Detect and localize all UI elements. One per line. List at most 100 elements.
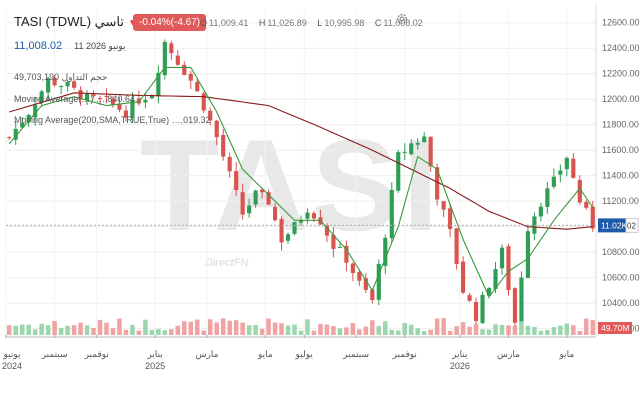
candle-body bbox=[292, 222, 297, 234]
volume-bar bbox=[130, 324, 135, 335]
candle-body bbox=[20, 122, 25, 128]
x-tick-year: 2025 bbox=[145, 361, 165, 371]
ma1-indicator-label[interactable]: Moving Average(…) …,840.64 bbox=[14, 94, 135, 104]
candle-body bbox=[350, 263, 355, 273]
x-tick-label: يناير bbox=[146, 349, 163, 360]
x-tick-label: نوفمبر bbox=[84, 349, 109, 360]
change-badge[interactable]: -0.04%(-4.67) bbox=[133, 14, 207, 31]
candle-body bbox=[221, 135, 226, 157]
volume-bar bbox=[182, 321, 187, 335]
x-tick-label: سبتمبر bbox=[342, 349, 369, 360]
volume-bar bbox=[175, 325, 181, 335]
volume-bar bbox=[551, 327, 557, 335]
candle-body bbox=[104, 95, 109, 97]
volume-bar bbox=[117, 318, 122, 335]
volume-bar bbox=[32, 329, 38, 335]
candle-body bbox=[545, 188, 550, 207]
candle-body bbox=[272, 206, 278, 221]
candle-body bbox=[247, 205, 252, 214]
volume-tag-bg bbox=[598, 322, 632, 334]
candle-body bbox=[454, 228, 459, 264]
volume-bar bbox=[395, 330, 401, 335]
gear-icon[interactable] bbox=[395, 12, 409, 26]
volume-bar bbox=[156, 329, 161, 335]
x-tick-label: مايو bbox=[558, 349, 574, 360]
volume-bar bbox=[110, 328, 116, 335]
volume-bar bbox=[564, 323, 570, 335]
volume-bar bbox=[149, 329, 155, 335]
volume-bar bbox=[370, 320, 375, 335]
volume-bar bbox=[467, 326, 472, 335]
volume-bar bbox=[532, 326, 537, 335]
candle-body bbox=[117, 103, 122, 110]
ticker-title[interactable]: TASI (TDWL) تاسي ▼ bbox=[14, 14, 138, 30]
candle-body bbox=[422, 136, 427, 143]
candle-body bbox=[253, 190, 258, 205]
candle-body bbox=[538, 206, 543, 217]
candle-body bbox=[227, 157, 232, 172]
candle-body bbox=[337, 247, 342, 249]
candle-body bbox=[584, 201, 589, 208]
volume-bar bbox=[337, 328, 343, 335]
volume-bar bbox=[259, 328, 265, 335]
volume-bar bbox=[6, 325, 12, 335]
candle-body bbox=[551, 176, 556, 187]
candle-body bbox=[175, 55, 180, 65]
x-tick-label: يوليو bbox=[295, 349, 314, 360]
volume-bar bbox=[577, 330, 583, 335]
volume-bar bbox=[97, 319, 103, 335]
price-tag-bg bbox=[598, 218, 626, 233]
volume-bar bbox=[292, 324, 297, 335]
x-tick-year: 2026 bbox=[450, 361, 470, 371]
x-tick-label: مايو bbox=[257, 349, 273, 360]
ma2-indicator-label[interactable]: Moving Average(200,SMA,TRUE,True) …,019.… bbox=[14, 115, 211, 125]
low-value: 10,995.98 bbox=[324, 18, 365, 28]
volume-bar bbox=[298, 330, 304, 335]
candle-body bbox=[324, 225, 330, 236]
candle-body bbox=[486, 288, 492, 296]
x-tick-label: يونيو bbox=[2, 349, 21, 360]
candle-body bbox=[59, 86, 64, 88]
volume-indicator-label[interactable]: حجم التداول 49,703,190 bbox=[14, 72, 108, 82]
volume-bar bbox=[525, 325, 531, 335]
candle-body bbox=[448, 208, 453, 230]
candle-body bbox=[279, 218, 284, 243]
volume-bar bbox=[65, 325, 70, 335]
volume-bar bbox=[123, 329, 129, 335]
candle-body bbox=[409, 143, 414, 155]
candle-body bbox=[156, 72, 161, 96]
volume-bar bbox=[331, 326, 336, 335]
candle-body bbox=[39, 91, 44, 103]
ma-long-line bbox=[9, 92, 593, 230]
candle-body bbox=[110, 98, 116, 105]
volume-bar bbox=[207, 319, 213, 335]
candle-body bbox=[525, 231, 530, 278]
candle-body bbox=[266, 192, 271, 205]
candle-body bbox=[26, 114, 31, 123]
volume-bar bbox=[584, 318, 589, 335]
ticker-label: TASI (TDWL) تاسي bbox=[14, 14, 124, 29]
volume-bar bbox=[460, 322, 466, 335]
volume-tag-label: 49.70M bbox=[601, 323, 629, 333]
volume-bar bbox=[91, 327, 96, 335]
candle-body bbox=[97, 98, 103, 100]
candle-body bbox=[143, 99, 148, 103]
y-tick-label: 11600.00 bbox=[602, 145, 639, 155]
volume-bar bbox=[201, 330, 207, 335]
volume-bar bbox=[318, 324, 323, 335]
volume-bar bbox=[486, 329, 492, 335]
volume-bar bbox=[454, 326, 459, 335]
candle-body bbox=[33, 105, 38, 118]
x-tick-label: مارس bbox=[497, 349, 520, 360]
price-tag-label: 11.02K bbox=[601, 220, 628, 230]
candle-body bbox=[461, 261, 466, 293]
y-tick-label: 10400.00 bbox=[602, 298, 640, 308]
volume-bar bbox=[78, 322, 83, 335]
candle-body bbox=[7, 137, 12, 139]
candle-body bbox=[234, 171, 239, 191]
volume-bar bbox=[324, 324, 330, 335]
candle-body bbox=[201, 93, 206, 111]
volume-bar bbox=[266, 318, 271, 335]
